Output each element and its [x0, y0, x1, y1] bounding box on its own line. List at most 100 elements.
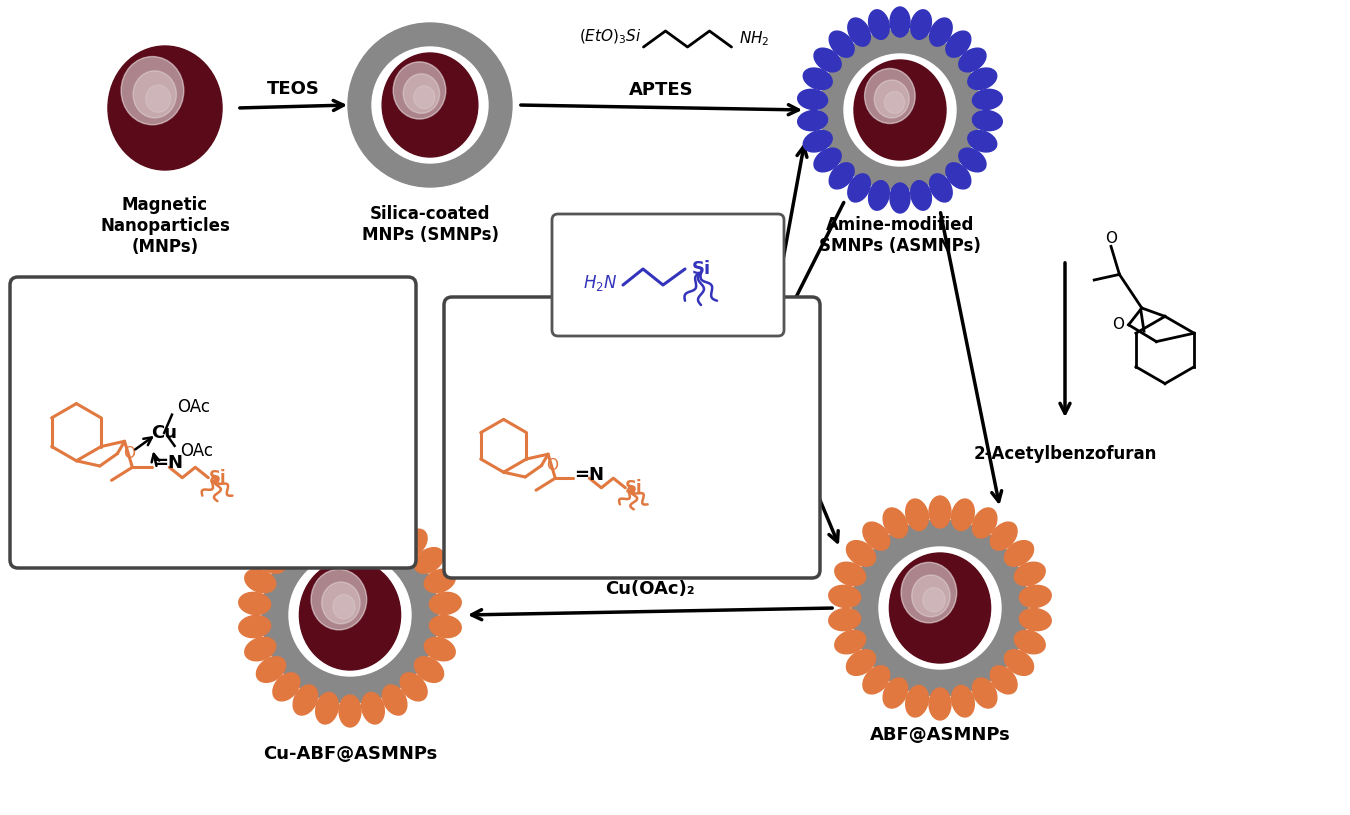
Ellipse shape [906, 685, 929, 717]
Ellipse shape [1014, 630, 1045, 654]
Text: OAc: OAc [180, 442, 213, 460]
Ellipse shape [393, 62, 446, 119]
Ellipse shape [348, 23, 512, 187]
Ellipse shape [829, 163, 855, 189]
Ellipse shape [404, 74, 440, 113]
Ellipse shape [1019, 585, 1052, 607]
Ellipse shape [958, 148, 986, 172]
Ellipse shape [262, 527, 437, 703]
Ellipse shape [293, 685, 317, 715]
Ellipse shape [146, 85, 170, 112]
Ellipse shape [814, 148, 841, 172]
Ellipse shape [244, 637, 275, 661]
Text: =N: =N [153, 455, 184, 473]
Text: O: O [1112, 317, 1125, 333]
FancyBboxPatch shape [9, 277, 416, 568]
Ellipse shape [883, 678, 907, 708]
Text: Amine-modified
SMNPs (ASMNPs): Amine-modified SMNPs (ASMNPs) [819, 216, 981, 255]
Ellipse shape [952, 685, 975, 717]
Ellipse shape [890, 553, 991, 663]
Ellipse shape [273, 673, 300, 701]
Text: TEOS: TEOS [267, 80, 320, 98]
Ellipse shape [400, 673, 427, 701]
Ellipse shape [848, 174, 871, 202]
Ellipse shape [972, 678, 996, 708]
Ellipse shape [906, 499, 929, 531]
Ellipse shape [798, 111, 828, 130]
Ellipse shape [414, 657, 444, 682]
Ellipse shape [289, 554, 410, 676]
Text: O: O [547, 458, 559, 473]
Text: 2-Acetylbenzofuran: 2-Acetylbenzofuran [973, 445, 1157, 463]
Ellipse shape [968, 130, 996, 152]
Text: OAc: OAc [177, 398, 211, 416]
Ellipse shape [929, 496, 950, 528]
Ellipse shape [868, 10, 890, 39]
Text: APTES: APTES [629, 81, 694, 99]
Ellipse shape [429, 615, 462, 637]
Ellipse shape [293, 515, 317, 545]
Ellipse shape [868, 181, 890, 210]
FancyBboxPatch shape [444, 297, 819, 578]
Text: =N: =N [575, 465, 605, 483]
Text: O: O [123, 446, 135, 461]
Ellipse shape [829, 585, 861, 607]
Ellipse shape [366, 41, 494, 169]
Text: O: O [1106, 231, 1116, 246]
Ellipse shape [362, 693, 385, 724]
Ellipse shape [414, 548, 444, 573]
Ellipse shape [256, 548, 286, 573]
Text: Cu(OAc)₂: Cu(OAc)₂ [605, 580, 695, 598]
Ellipse shape [844, 54, 956, 166]
Ellipse shape [382, 685, 406, 715]
Text: ABF@ASMNPs: ABF@ASMNPs [869, 726, 1010, 744]
Ellipse shape [362, 506, 385, 538]
Text: Silica-coated
MNPs (SMNPs): Silica-coated MNPs (SMNPs) [362, 205, 498, 244]
Ellipse shape [864, 68, 915, 124]
Ellipse shape [875, 80, 909, 118]
Ellipse shape [321, 582, 360, 623]
Ellipse shape [373, 47, 487, 163]
Ellipse shape [814, 48, 841, 72]
Ellipse shape [834, 562, 865, 586]
Ellipse shape [424, 637, 455, 661]
Ellipse shape [1004, 540, 1034, 566]
Ellipse shape [958, 48, 986, 72]
Ellipse shape [122, 56, 184, 125]
Ellipse shape [991, 522, 1017, 550]
Ellipse shape [883, 508, 907, 538]
Ellipse shape [911, 575, 950, 617]
Ellipse shape [310, 570, 367, 630]
Text: Si: Si [209, 469, 227, 487]
Ellipse shape [884, 91, 904, 113]
Text: Cu: Cu [151, 424, 177, 442]
Ellipse shape [863, 666, 890, 694]
Ellipse shape [333, 595, 355, 619]
Text: Cu-ABF@ASMNPs: Cu-ABF@ASMNPs [263, 745, 437, 763]
Ellipse shape [798, 90, 828, 109]
Ellipse shape [339, 503, 360, 535]
Ellipse shape [829, 609, 861, 631]
Text: Magnetic
Nanoparticles
(MNPs): Magnetic Nanoparticles (MNPs) [100, 196, 230, 256]
Ellipse shape [900, 562, 957, 623]
Ellipse shape [972, 508, 996, 538]
Ellipse shape [834, 630, 865, 654]
Ellipse shape [846, 540, 876, 566]
Ellipse shape [316, 506, 339, 538]
Ellipse shape [273, 529, 300, 557]
Ellipse shape [429, 593, 462, 615]
Ellipse shape [991, 666, 1017, 694]
Ellipse shape [239, 615, 270, 637]
Ellipse shape [923, 588, 945, 612]
Ellipse shape [863, 522, 890, 550]
Ellipse shape [952, 499, 975, 531]
Ellipse shape [879, 547, 1000, 669]
Ellipse shape [244, 569, 275, 593]
Ellipse shape [855, 60, 946, 160]
Text: $(EtO)_3Si$: $(EtO)_3Si$ [579, 28, 641, 46]
Ellipse shape [350, 25, 510, 185]
Ellipse shape [134, 71, 177, 118]
FancyBboxPatch shape [552, 214, 784, 336]
Ellipse shape [930, 174, 952, 202]
Ellipse shape [890, 183, 910, 213]
